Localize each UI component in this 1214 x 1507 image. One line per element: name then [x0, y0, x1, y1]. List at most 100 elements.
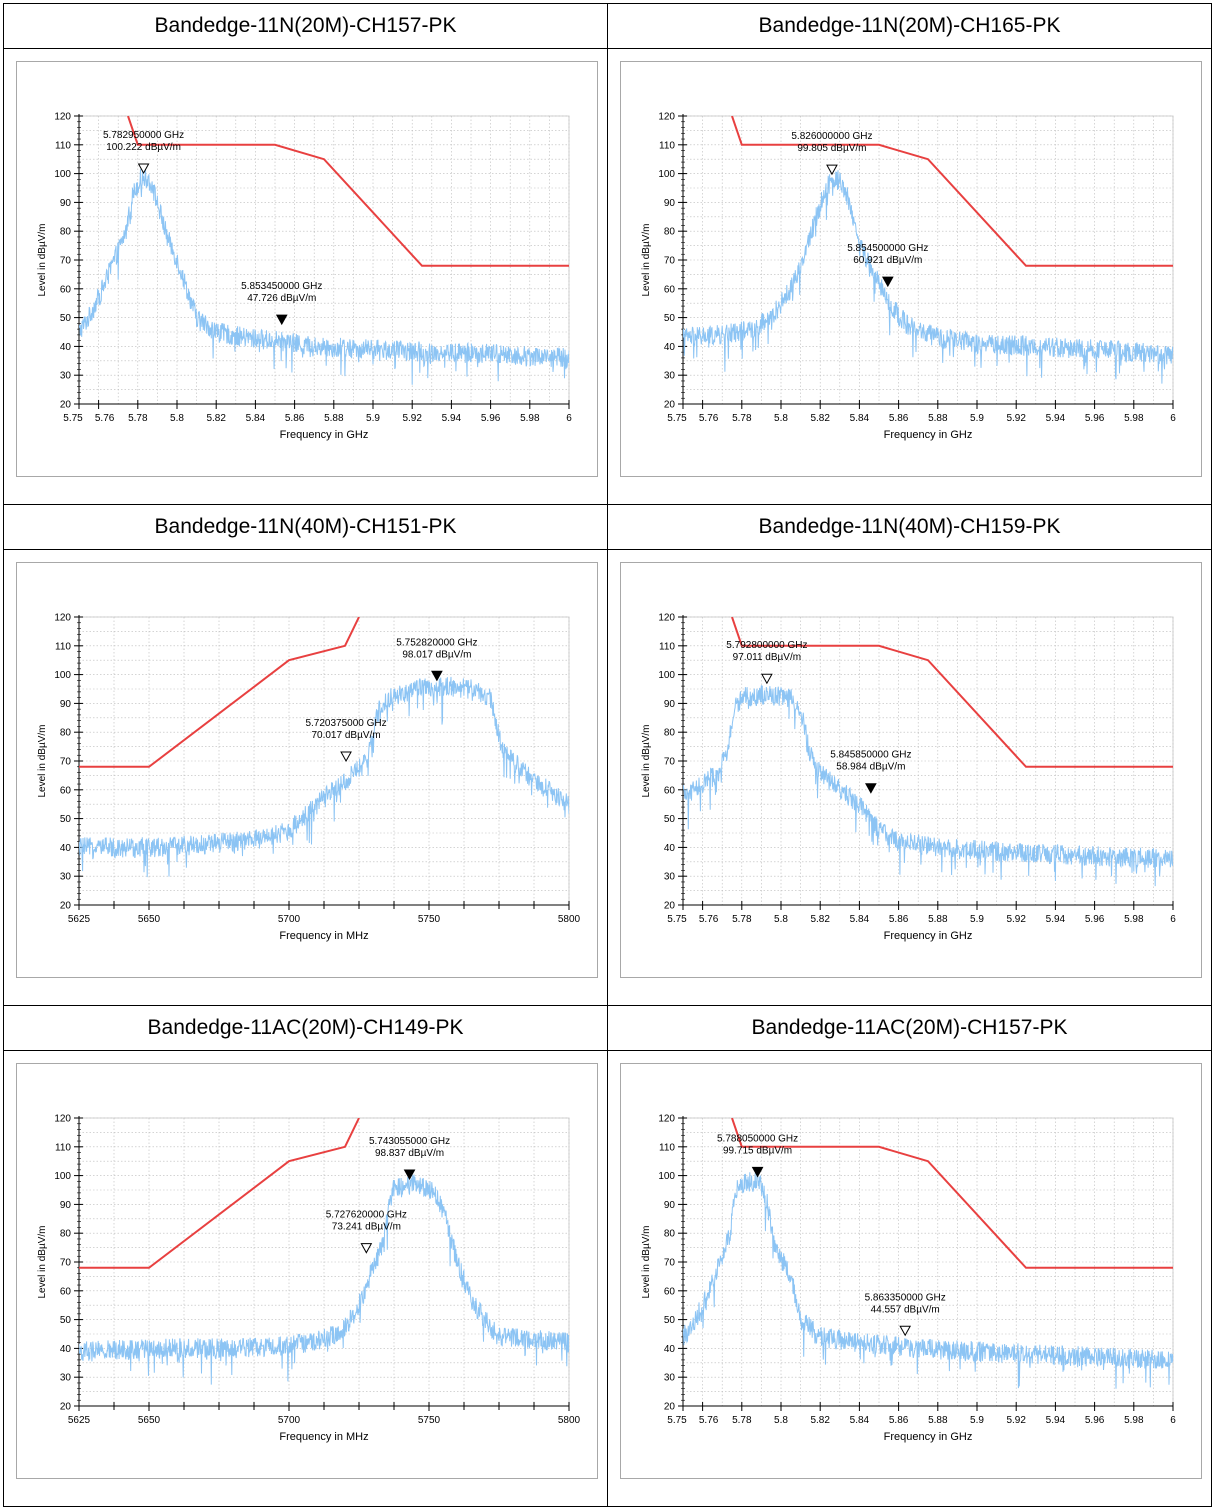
x-tick-label: 5.84	[850, 914, 870, 925]
grid-lines	[682, 616, 1174, 906]
x-tick-label: 5.96	[481, 413, 501, 424]
y-tick-label: 50	[664, 313, 676, 324]
y-axis-label: Level in dBµV/m	[37, 724, 48, 797]
y-tick-label: 120	[658, 1114, 675, 1125]
chart-title-6: Bandedge-11AC(20M)-CH157-PK	[607, 1005, 1212, 1051]
x-tick-label: 5.94	[442, 413, 462, 424]
marker-freq-label: 5.727620000 GHz	[326, 1210, 407, 1221]
marker-level-label: 97.011 dBµV/m	[733, 652, 801, 663]
grid-lines	[682, 115, 1174, 405]
x-tick-label: 5.88	[928, 413, 948, 424]
y-tick-label: 20	[60, 400, 72, 411]
x-tick-label: 5650	[138, 1415, 161, 1426]
marker-filled	[403, 1169, 416, 1180]
marker-freq-label: 5.853450000 GHz	[241, 281, 322, 292]
x-tick-label: 5.96	[1085, 413, 1105, 424]
marker-open	[899, 1325, 912, 1337]
y-tick-label: 120	[54, 1114, 71, 1125]
y-tick-label: 20	[664, 1402, 676, 1413]
y-tick-label: 100	[54, 1171, 71, 1182]
x-tick-label: 5.98	[1124, 1415, 1144, 1426]
y-tick-label: 110	[659, 641, 675, 652]
y-tick-label: 60	[60, 284, 72, 295]
y-tick-label: 110	[659, 140, 675, 151]
y-tick-label: 20	[664, 901, 676, 912]
x-tick-label: 5.75	[667, 413, 687, 424]
x-tick-label: 5.88	[928, 914, 948, 925]
y-tick-label: 60	[60, 785, 72, 796]
x-tick-label: 5.84	[246, 413, 266, 424]
y-tick-label: 90	[60, 699, 72, 710]
y-tick-label: 80	[60, 227, 72, 238]
x-tick-label: 6	[1170, 1415, 1176, 1426]
x-tick-label: 5.78	[732, 914, 752, 925]
marker-open	[761, 673, 773, 685]
y-tick-label: 30	[60, 1373, 72, 1384]
y-axis-label: Level in dBµV/m	[641, 1225, 652, 1298]
y-tick-label: 90	[60, 1200, 72, 1211]
x-tick-label: 5.76	[699, 914, 719, 925]
x-tick-label: 5625	[68, 914, 91, 925]
report-table: Bandedge-11N(20M)-CH157-PK Bandedge-11N(…	[3, 3, 1212, 1507]
y-tick-label: 110	[659, 1142, 675, 1153]
x-tick-label: 5.75	[667, 914, 687, 925]
limit-line	[731, 617, 1173, 768]
x-tick-label: 5.82	[206, 413, 226, 424]
chart-title-4: Bandedge-11N(40M)-CH159-PK	[607, 504, 1212, 550]
marker-open	[137, 163, 150, 174]
chart-panel-6: 20 30 40 50 60 70 80 90 100 110 120 5.75 5.76 5.78 5.8…	[620, 1063, 1202, 1479]
x-tick-label: 5650	[138, 914, 161, 925]
y-tick-label: 60	[60, 1286, 72, 1297]
x-tick-label: 5.92	[1006, 1415, 1026, 1426]
chart-svg: 20 30 40 50 60 70 80 90 100 110 120 5.75 5.76 5.78 5.8…	[641, 1114, 1176, 1444]
y-tick-label: 100	[54, 670, 71, 681]
marker-freq-label: 5.826000000 GHz	[791, 131, 872, 142]
x-axis-label: Frequency in GHz	[884, 429, 973, 441]
limit-line	[731, 1118, 1173, 1269]
x-tick-label: 5.94	[1046, 413, 1066, 424]
y-tick-label: 40	[664, 843, 676, 854]
x-tick-label: 5.76	[95, 413, 115, 424]
x-axis-label: Frequency in GHz	[884, 930, 973, 942]
grid-lines	[78, 115, 570, 405]
x-tick-label: 5.86	[889, 1415, 909, 1426]
x-tick-label: 5.84	[850, 1415, 870, 1426]
y-tick-label: 100	[658, 1171, 675, 1182]
y-tick-label: 80	[60, 728, 72, 739]
marker-filled	[431, 670, 443, 682]
marker-freq-label: 5.845850000 GHz	[830, 750, 911, 761]
y-tick-label: 120	[54, 112, 71, 123]
chart-cell-4: 20 30 40 50 60 70 80 90 100 110 120 5.75 5.76 5.78 5.8…	[607, 549, 1212, 1006]
y-tick-label: 30	[664, 371, 676, 382]
x-tick-label: 5.98	[520, 413, 540, 424]
measurement-trace	[683, 170, 1173, 384]
x-tick-label: 5.92	[402, 413, 422, 424]
y-tick-label: 80	[664, 1229, 676, 1240]
y-tick-label: 70	[664, 256, 676, 267]
x-tick-label: 5625	[68, 1415, 91, 1426]
x-tick-label: 5.75	[63, 413, 83, 424]
x-tick-label: 5.82	[810, 413, 830, 424]
y-tick-label: 100	[658, 169, 675, 180]
chart-cell-3: 20 30 40 50 60 70 80 90 100 110 120 5625 5650 5700 575…	[3, 549, 608, 1006]
chart-panel-1: 20 30 40 50 60 70 80 90 100 110 120 5.75 5.76 5.78 5.8…	[16, 61, 598, 477]
y-tick-label: 50	[664, 1315, 676, 1326]
marker-level-label: 70.017 dBµV/m	[311, 730, 380, 741]
marker-freq-label: 5.743055000 GHz	[369, 1136, 450, 1147]
x-tick-label: 5.9	[970, 413, 984, 424]
grid-lines	[78, 1117, 570, 1407]
y-tick-label: 30	[60, 371, 72, 382]
x-tick-label: 5.8	[774, 413, 788, 424]
x-tick-label: 6	[1170, 413, 1176, 424]
x-tick-label: 5.9	[366, 413, 380, 424]
x-tick-label: 5.94	[1046, 1415, 1066, 1426]
x-tick-label: 5700	[278, 1415, 301, 1426]
measurement-trace	[683, 685, 1173, 887]
y-tick-label: 90	[664, 198, 676, 209]
y-tick-label: 70	[664, 1258, 676, 1269]
x-tick-label: 5.86	[889, 413, 909, 424]
x-tick-label: 5.78	[732, 1415, 752, 1426]
marker-freq-label: 5.752820000 GHz	[396, 637, 477, 648]
x-tick-label: 5800	[558, 1415, 581, 1426]
y-tick-label: 80	[664, 227, 676, 238]
